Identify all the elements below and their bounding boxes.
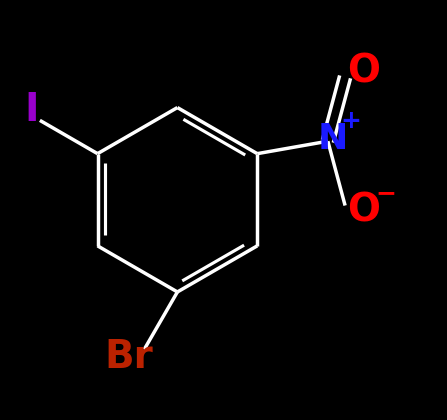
Text: O: O	[347, 192, 380, 230]
Text: O: O	[347, 53, 380, 91]
Text: Br: Br	[104, 338, 153, 376]
Text: I: I	[25, 91, 39, 129]
Text: +: +	[340, 109, 361, 133]
Text: N: N	[318, 122, 348, 156]
Text: −: −	[375, 181, 396, 205]
